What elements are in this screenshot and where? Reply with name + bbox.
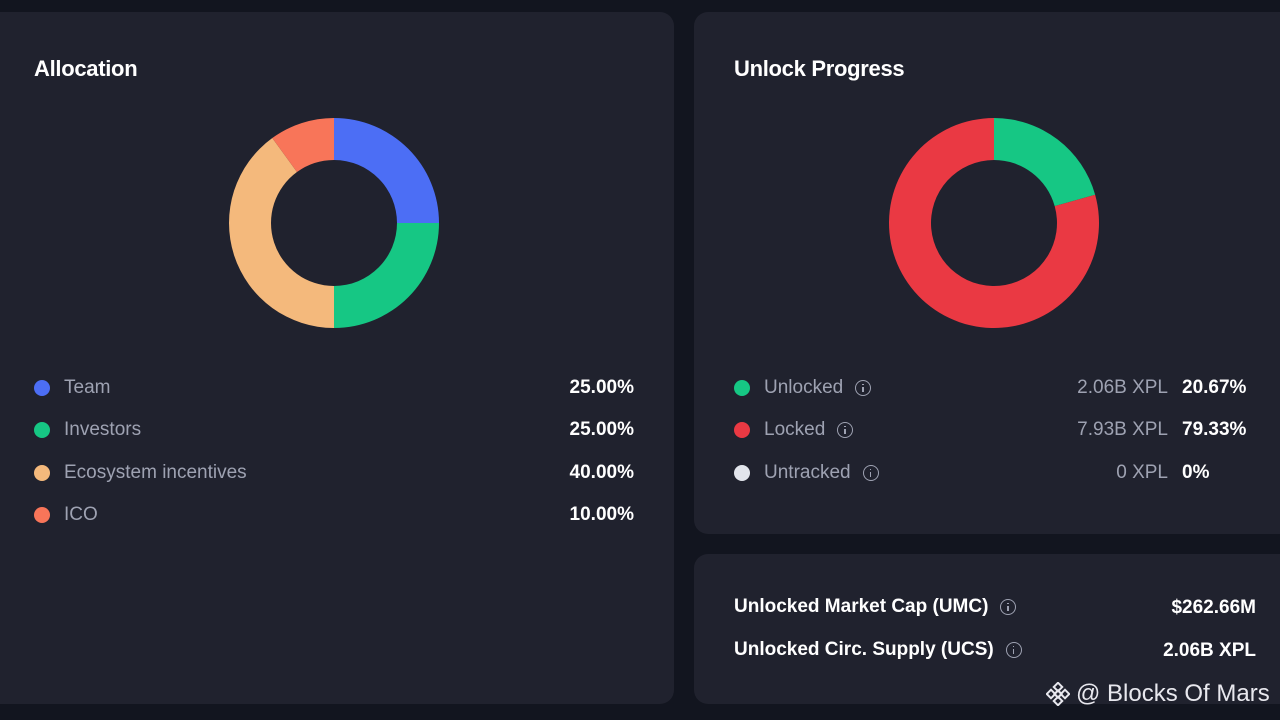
unlock-slice-unlocked[interactable] xyxy=(994,118,1096,207)
legend-label: Untracked xyxy=(764,462,851,483)
unlock-item-locked: Locked xyxy=(734,418,854,442)
unlock-percent-untracked: 0% xyxy=(1182,462,1210,483)
legend-item-investors: Investors xyxy=(34,418,141,442)
unlock-item-unlocked: Unlocked xyxy=(734,376,872,400)
unlock-amount-locked: 7.93B XPL xyxy=(1077,419,1168,440)
legend-dot-unlocked xyxy=(734,380,750,396)
umc-row: Unlocked Market Cap (UMC) xyxy=(734,596,1017,618)
allocation-card: Allocation Team 25.00% Investors 25.00% … xyxy=(0,12,674,704)
info-icon[interactable] xyxy=(855,380,872,396)
unlock-amount-unlocked: 2.06B XPL xyxy=(1077,377,1168,398)
legend-dot-ico xyxy=(34,507,50,523)
legend-dot-ecosystem xyxy=(34,465,50,481)
umc-value: $262.66M xyxy=(1171,597,1256,618)
ucs-row: Unlocked Circ. Supply (UCS) xyxy=(734,639,1022,661)
legend-label: Team xyxy=(64,377,111,398)
unlock-item-untracked: Untracked xyxy=(734,461,879,485)
legend-item-ecosystem: Ecosystem incentives xyxy=(34,461,247,485)
allocation-slice-team[interactable] xyxy=(334,118,439,223)
legend-label: ICO xyxy=(64,504,98,525)
legend-label: Unlocked xyxy=(764,377,844,398)
ucs-value: 2.06B XPL xyxy=(1163,640,1256,661)
legend-percent-team: 25.00% xyxy=(569,377,634,398)
info-icon[interactable] xyxy=(1000,599,1017,615)
umc-label: Unlocked Market Cap (UMC) xyxy=(734,596,989,617)
unlock-donut-chart xyxy=(889,118,1099,328)
allocation-donut-chart xyxy=(229,118,439,328)
watermark-text: @ Blocks Of Mars xyxy=(1076,680,1270,707)
unlock-percent-locked: 79.33% xyxy=(1182,419,1247,440)
legend-label: Ecosystem incentives xyxy=(64,462,247,483)
allocation-title: Allocation xyxy=(34,56,138,81)
legend-item-team: Team xyxy=(34,376,110,400)
watermark: @ Blocks Of Mars xyxy=(1046,680,1270,708)
legend-percent-investors: 25.00% xyxy=(569,419,634,440)
allocation-slice-ecosystem-incentives[interactable] xyxy=(229,138,334,328)
legend-percent-ecosystem: 40.00% xyxy=(569,462,634,483)
unlock-amount-untracked: 0 XPL xyxy=(1116,462,1168,483)
binance-logo-icon xyxy=(1046,682,1070,706)
info-icon[interactable] xyxy=(1005,642,1022,658)
legend-label: Investors xyxy=(64,419,142,440)
unlock-progress-title: Unlock Progress xyxy=(734,56,905,81)
legend-dot-locked xyxy=(734,422,750,438)
legend-label: Locked xyxy=(764,419,826,440)
legend-percent-ico: 10.00% xyxy=(569,504,634,525)
info-icon[interactable] xyxy=(862,465,879,481)
allocation-slice-investors[interactable] xyxy=(334,223,439,328)
legend-item-ico: ICO xyxy=(34,503,98,527)
unlock-slice-locked[interactable] xyxy=(889,118,1099,328)
unlock-summary-card: Unlocked Market Cap (UMC) $262.66M Unloc… xyxy=(694,554,1280,704)
ucs-label: Unlocked Circ. Supply (UCS) xyxy=(734,639,994,660)
legend-dot-team xyxy=(34,380,50,396)
info-icon[interactable] xyxy=(837,422,854,438)
unlock-percent-unlocked: 20.67% xyxy=(1182,377,1247,398)
legend-dot-untracked xyxy=(734,465,750,481)
legend-dot-investors xyxy=(34,422,50,438)
allocation-slice-ico[interactable] xyxy=(272,118,334,173)
unlock-progress-card: Unlock Progress Unlocked 2.06B XPL 20.67… xyxy=(694,12,1280,534)
